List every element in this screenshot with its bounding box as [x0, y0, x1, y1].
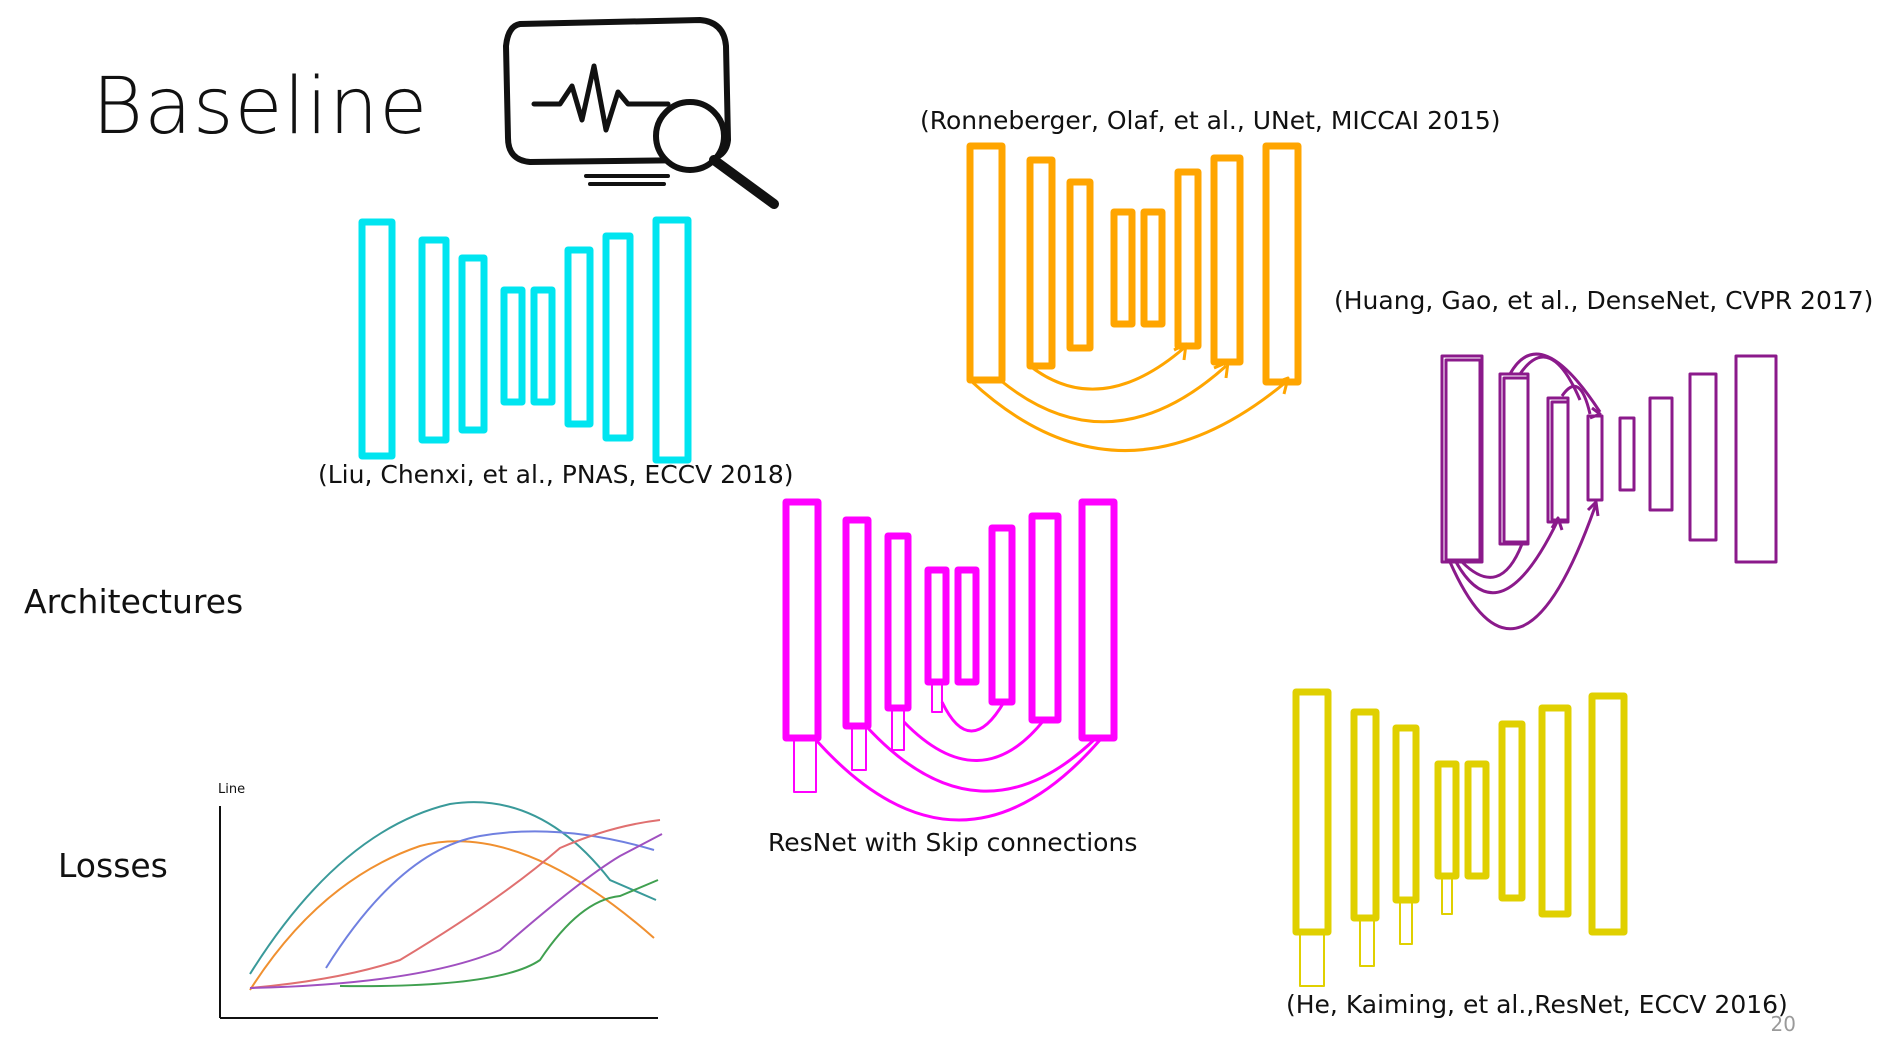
resnet-architecture — [1292, 688, 1628, 987]
unet-architecture — [966, 142, 1302, 452]
citation-pnas: (Liu, Chenxi, et al., PNAS, ECCV 2018) — [318, 460, 794, 489]
resnet-skip-architecture — [782, 498, 1118, 822]
losses-curve-red — [249, 819, 661, 989]
architectures-label: Architectures — [24, 582, 244, 621]
citation-resnet: (He, Kaiming, et al.,ResNet, ECCV 2016) — [1286, 990, 1788, 1019]
losses-curve-orange — [249, 840, 655, 991]
citation-resnet-skip: ResNet with Skip connections — [768, 828, 1138, 857]
losses-curve-purple — [249, 833, 663, 989]
monitor-search-icon — [503, 17, 779, 209]
losses-chart-label: Line — [218, 782, 246, 797]
losses-chart — [219, 801, 663, 1019]
pnas-architecture — [358, 216, 692, 464]
page-title: Baseline — [92, 62, 429, 152]
densenet-architecture — [1440, 352, 1778, 631]
citation-densenet: (Huang, Gao, et al., DenseNet, CVPR 2017… — [1334, 286, 1874, 315]
citation-unet: (Ronneberger, Olaf, et al., UNet, MICCAI… — [920, 106, 1501, 135]
losses-curve-blue — [325, 830, 655, 969]
page-number: 20 — [1770, 1012, 1796, 1036]
losses-curve-green — [339, 879, 659, 988]
losses-curve-teal — [249, 801, 657, 975]
losses-label: Losses — [58, 846, 168, 885]
